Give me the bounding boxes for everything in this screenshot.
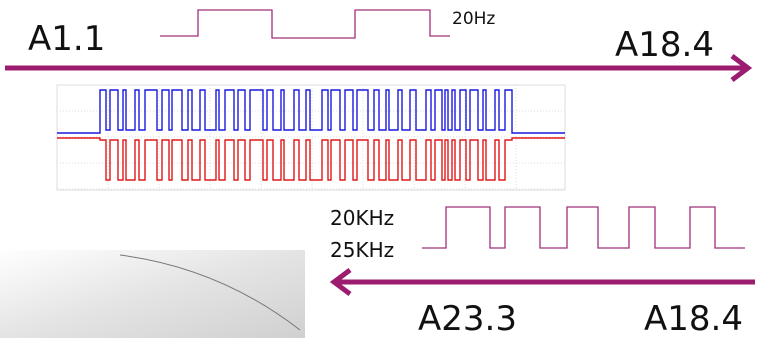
oscilloscope-trace	[57, 85, 565, 190]
label: 20KHz	[330, 206, 394, 230]
page: {"labels": {"top_left": "A1.1", "top_rig…	[0, 0, 758, 338]
label: A18.4	[615, 25, 714, 65]
label: 20Hz	[452, 9, 495, 29]
diagram: A1.1 A18.4 20Hz 20KHz 25KHz A23.3 A18.4	[0, 0, 758, 338]
square-wave	[422, 207, 745, 248]
label: A18.4	[644, 299, 743, 338]
label: A1.1	[28, 19, 105, 59]
square-wave	[160, 10, 450, 38]
label: A23.3	[418, 299, 517, 338]
scope-frame	[57, 85, 565, 190]
background-panel	[0, 250, 305, 338]
label: 25KHz	[330, 238, 394, 262]
